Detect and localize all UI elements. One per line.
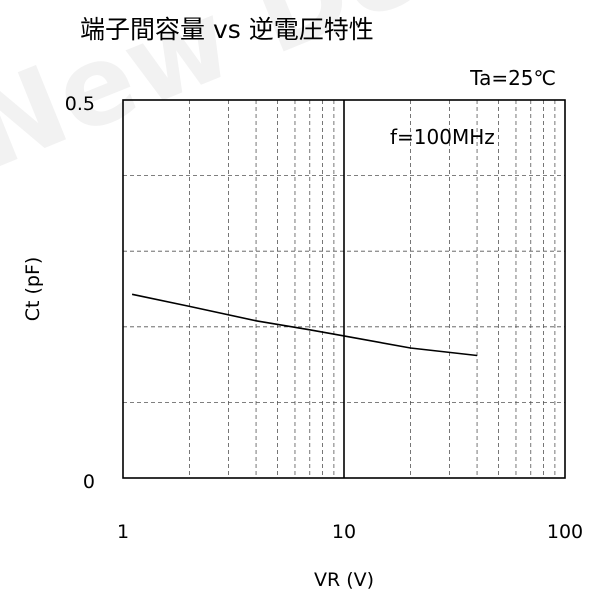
condition-label: Ta=25℃ [469, 66, 556, 90]
tick-layer: 1 10 100 0 0.5 [65, 93, 583, 543]
x-axis-label: VR (V) [314, 569, 374, 591]
x-tick-label: 1 [117, 521, 129, 543]
chart-title: 端子間容量 vs 逆電圧特性 [80, 15, 374, 44]
y-tick-label: 0.5 [65, 93, 95, 115]
annotation-label: f=100MHz [390, 125, 495, 149]
plot-frame [122, 99, 566, 479]
grid [123, 100, 565, 478]
x-tick-label: 100 [547, 521, 583, 543]
series-line [131, 293, 478, 357]
y-axis-label: Ct (pF) [22, 257, 44, 322]
series-layer [131, 293, 478, 357]
x-tick-label: 10 [332, 521, 356, 543]
y-tick-label: 0 [83, 471, 95, 493]
